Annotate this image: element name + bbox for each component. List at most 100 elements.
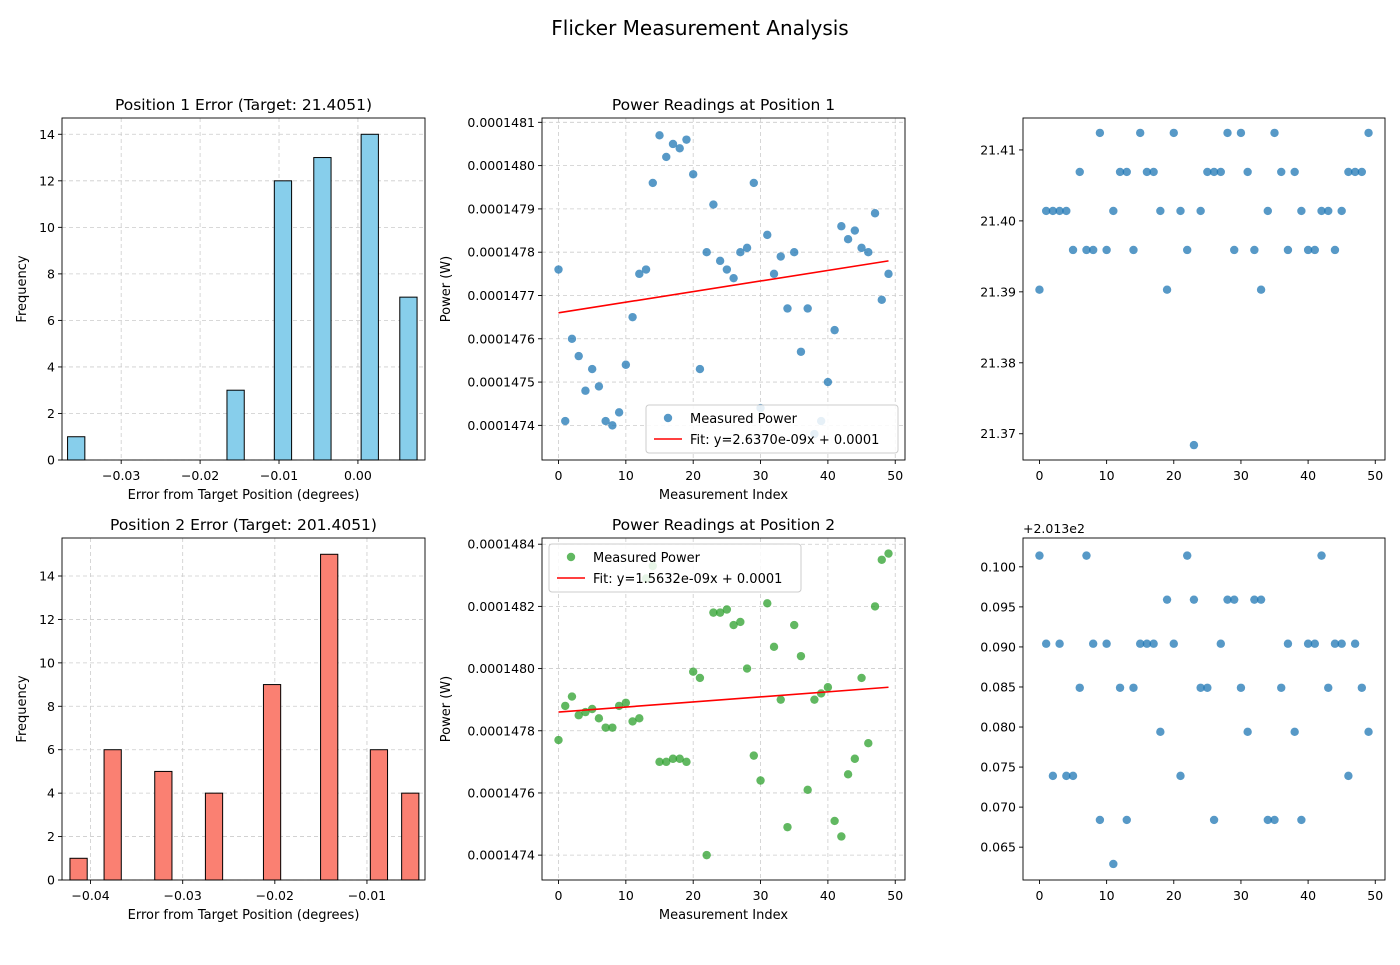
- data-point: [1256, 285, 1266, 294]
- data-point: [1330, 245, 1340, 255]
- x-tick-label: 40: [820, 888, 836, 903]
- data-point: [682, 135, 691, 144]
- subplot-3: 0 10 20 30 40 50 21.37 21.38 21.39 21.40 21.41: [980, 117, 1386, 483]
- data-point: [715, 608, 725, 617]
- data-point: [1324, 206, 1333, 216]
- x-tick-label: 0: [555, 888, 563, 903]
- data-point: [675, 144, 684, 153]
- data-point: [1088, 639, 1098, 648]
- data-point: [709, 200, 718, 209]
- y-tick-label: 10: [39, 220, 55, 235]
- data-point: [803, 785, 812, 795]
- y-tick-label: 0: [47, 453, 55, 468]
- data-point: [1102, 639, 1111, 648]
- y-tick-label: 0.0001480: [467, 158, 535, 173]
- data-point: [1055, 206, 1064, 216]
- data-point: [635, 269, 644, 279]
- data-point: [662, 152, 671, 162]
- figure-title: Flicker Measurement Analysis: [551, 16, 848, 40]
- data-point: [635, 714, 644, 723]
- data-point: [857, 673, 866, 683]
- y-tick-label: 2: [47, 829, 55, 844]
- data-point: [1169, 128, 1178, 138]
- axes-frame: [541, 537, 906, 881]
- data-point: [1337, 639, 1346, 648]
- data-point: [608, 723, 617, 732]
- x-tick-label: 0: [555, 468, 563, 483]
- y-tick-label: 14: [39, 127, 55, 142]
- data-point: [843, 235, 853, 244]
- y-tick-label: 21.37: [980, 426, 1016, 441]
- x-tick-label: 30: [753, 888, 769, 903]
- y-tick-label: 0.0001474: [467, 848, 535, 863]
- data-point: [830, 816, 839, 826]
- legend-label: Fit: y=2.6370e-09x + 0.0001: [690, 433, 879, 448]
- data-point: [722, 265, 732, 274]
- data-point: [668, 139, 678, 149]
- histogram-bar: [360, 133, 379, 461]
- y-tick-label: 0.070: [980, 800, 1016, 815]
- data-point: [561, 416, 570, 426]
- data-point: [1196, 206, 1205, 216]
- x-tick-label: 40: [1300, 888, 1316, 903]
- data-point: [1270, 815, 1279, 825]
- y-tick-label: 0.065: [980, 840, 1016, 855]
- data-point: [1109, 206, 1118, 216]
- y-tick-label: 0.0001476: [467, 331, 535, 346]
- histogram-bar: [273, 180, 293, 461]
- data-point: [1236, 683, 1246, 692]
- data-point: [1035, 285, 1044, 294]
- histogram-bar: [154, 770, 173, 881]
- y-tick-label: 8: [47, 699, 55, 714]
- data-point: [1122, 167, 1131, 177]
- x-tick-label: 0: [1035, 888, 1043, 903]
- data-point: [1075, 167, 1084, 177]
- subplots-grid: −0.03 −0.02 −0.01 0.00 0 2 4 6 8 10 12 14 Position 1…: [15, 96, 1386, 923]
- data-point: [1297, 206, 1306, 216]
- y-tick-label: 14: [39, 569, 55, 584]
- data-point: [1142, 167, 1152, 177]
- y-tick-label: 2: [47, 406, 55, 421]
- data-point: [1209, 167, 1219, 177]
- data-point: [1156, 206, 1165, 216]
- y-tick-label: 0.0001481: [467, 115, 535, 130]
- data-point: [1035, 551, 1044, 560]
- y-tick-label: 4: [47, 786, 55, 801]
- x-tick-label: 20: [685, 468, 701, 483]
- data-point: [722, 605, 732, 614]
- data-point: [1350, 167, 1360, 177]
- data-point: [628, 312, 637, 322]
- data-point: [1350, 639, 1360, 648]
- x-tick-label: 0.00: [344, 468, 372, 483]
- x-axis-label: Measurement Index: [659, 908, 788, 923]
- data-point: [695, 364, 705, 374]
- data-point: [1122, 815, 1131, 825]
- subplot-title: Position 1 Error (Target: 21.4051): [115, 96, 372, 114]
- subplot-5: 0 10 20 30 40 50 0.0001474 0.0001476 0.0001478 0.…: [439, 516, 906, 923]
- data-point: [1183, 245, 1192, 255]
- data-point: [1230, 245, 1239, 255]
- data-point: [567, 334, 577, 343]
- data-point: [864, 739, 873, 748]
- y-tick-label: 10: [39, 655, 55, 670]
- legend: Measured Power Fit: y=2.6370e-09x + 0.000…: [645, 404, 899, 454]
- data-point: [1364, 727, 1373, 737]
- y-tick-label: 4: [47, 359, 55, 374]
- data-point: [655, 757, 664, 767]
- data-point: [1364, 128, 1373, 138]
- data-point: [783, 304, 792, 313]
- x-tick-label: 20: [1166, 468, 1182, 483]
- data-point: [702, 248, 711, 257]
- data-point: [594, 714, 604, 723]
- y-tick-label: 6: [47, 313, 55, 328]
- data-point: [1176, 206, 1185, 216]
- data-point: [1317, 206, 1326, 216]
- x-tick-label: 20: [685, 888, 701, 903]
- data-point: [1290, 167, 1299, 177]
- data-point: [641, 265, 651, 274]
- y-tick-label: 0.0001477: [467, 288, 535, 303]
- x-tick-label: 50: [887, 888, 903, 903]
- data-point: [1216, 639, 1225, 648]
- data-point: [749, 751, 759, 760]
